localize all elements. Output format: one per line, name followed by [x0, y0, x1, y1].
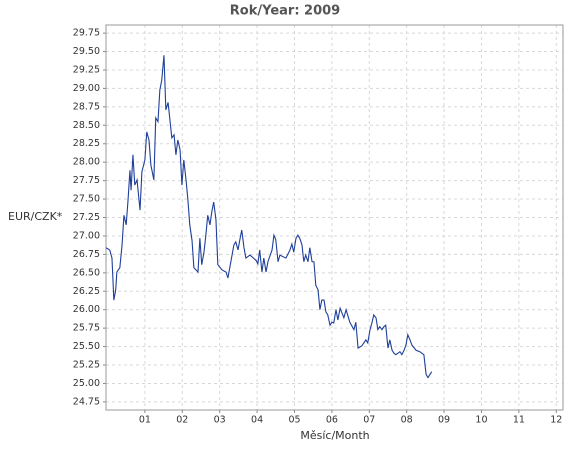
y-tick-label: 25.25 — [73, 360, 100, 371]
price-line — [105, 55, 433, 379]
y-tick-label: 29.50 — [73, 46, 100, 57]
x-tick-label: 11 — [513, 415, 525, 426]
x-tick-label: 10 — [475, 415, 487, 426]
y-tick-label: 28.00 — [73, 157, 100, 168]
y-tick-label: 26.00 — [73, 304, 100, 315]
y-tick-label: 28.75 — [73, 101, 100, 112]
y-tick-label: 28.25 — [73, 138, 100, 149]
y-tick-label: 26.75 — [73, 249, 100, 260]
x-tick-label: 01 — [139, 415, 151, 426]
y-tick-label: 26.25 — [73, 286, 100, 297]
y-tick-label: 25.75 — [73, 323, 100, 334]
x-axis-label: Měsíc/Month — [300, 429, 369, 442]
x-tick-label: 12 — [550, 415, 562, 426]
x-tick-label: 07 — [363, 415, 375, 426]
y-tick-label: 29.25 — [73, 64, 100, 75]
y-tick-label: 26.50 — [73, 267, 100, 278]
y-tick-label: 27.00 — [73, 230, 100, 241]
x-tick-label: 03 — [214, 415, 226, 426]
chart-title: Rok/Year: 2009 — [230, 4, 340, 19]
x-tick-label: 08 — [401, 415, 413, 426]
y-tick-label: 29.75 — [73, 28, 100, 39]
y-tick-label: 24.75 — [73, 396, 100, 407]
y-axis-label: EUR/CZK* — [8, 210, 63, 223]
x-tick-label: 06 — [326, 415, 338, 426]
y-tick-label: 28.50 — [73, 120, 100, 131]
x-tick-label: 09 — [438, 415, 450, 426]
y-tick-label: 27.25 — [73, 212, 100, 223]
x-tick-label: 02 — [176, 415, 188, 426]
y-tick-label: 27.50 — [73, 194, 100, 205]
y-tick-label: 27.75 — [73, 175, 100, 186]
plot-border — [105, 24, 564, 411]
y-tick-label: 25.50 — [73, 341, 100, 352]
x-tick-label: 04 — [251, 415, 263, 426]
x-tick-label: 05 — [288, 415, 300, 426]
y-tick-label: 25.00 — [73, 378, 100, 389]
y-tick-label: 29.00 — [73, 83, 100, 94]
